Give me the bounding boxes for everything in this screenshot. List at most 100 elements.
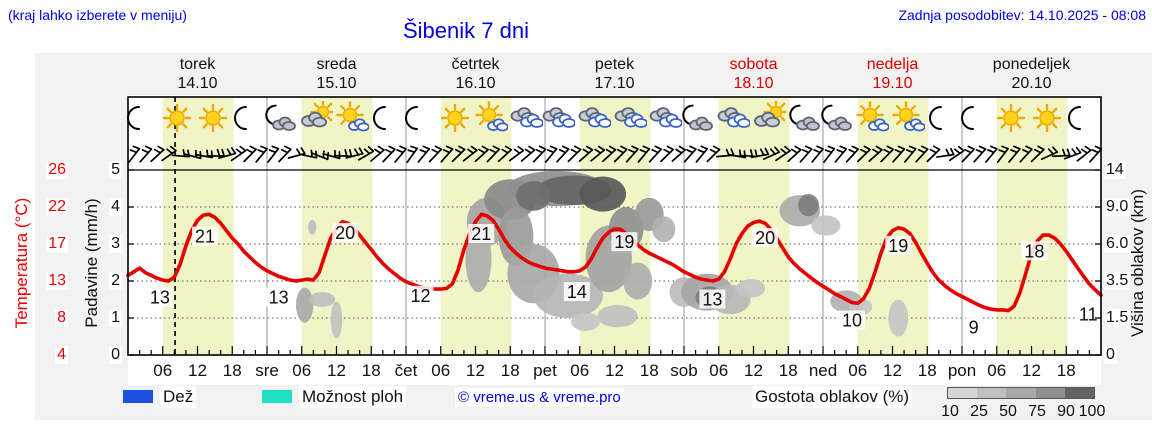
showers-legend-label: Možnost ploh (299, 386, 407, 408)
moon-icon (926, 101, 960, 135)
day-date: 15.10 (316, 75, 357, 92)
temperature-tick: 22 (46, 198, 68, 216)
wind-barb (799, 145, 813, 163)
wind-barb (1051, 148, 1071, 158)
temperature-tick: 4 (55, 346, 68, 364)
time-label: 06 (709, 361, 728, 380)
time-label: 06 (848, 361, 867, 380)
location-hint: (kraj lahko izberete v meniju) (8, 7, 187, 23)
credit-link[interactable]: © vreme.us & vreme.pro (455, 388, 624, 407)
wind-barb (394, 145, 407, 163)
header-band (35, 53, 1152, 95)
wind-barb (868, 145, 883, 162)
wind-barb (961, 145, 975, 163)
temp-label-chip (563, 282, 590, 302)
wind-barb (544, 145, 558, 163)
wind-barb (985, 145, 998, 163)
wind-barb (128, 145, 141, 163)
day-abbr-label: sob (670, 361, 697, 380)
sun-icon (994, 101, 1028, 135)
wind-barb (206, 148, 225, 157)
cloud-blob (888, 299, 909, 337)
cloud-icon (648, 101, 684, 135)
day-name: ponedeljek (992, 56, 1071, 73)
day-name: torek (179, 56, 216, 73)
wind-barb (973, 145, 987, 163)
temperature-tick: 8 (55, 309, 68, 327)
wind-barb (255, 145, 268, 163)
wind-barb (1008, 145, 1021, 163)
wind-barb (567, 145, 582, 163)
precip-tick: 4 (109, 198, 122, 216)
cloud-blob (295, 287, 314, 323)
wind-barb (161, 145, 177, 162)
wind-barb (613, 145, 628, 163)
wind-barb (660, 145, 675, 163)
day-name: nedelja (866, 56, 919, 73)
wind-barb (508, 145, 525, 162)
wind-barb (150, 145, 165, 163)
day-date: 18.10 (733, 75, 774, 92)
time-label: 12 (466, 361, 485, 380)
temp-label-chip (192, 226, 219, 246)
wind-barb (590, 145, 606, 162)
time-label: 12 (1022, 361, 1041, 380)
day-abbr-label: pon (948, 361, 976, 380)
moon-icon (370, 101, 404, 135)
wind-barb (267, 145, 280, 163)
day-date: 14.10 (177, 75, 218, 92)
temp-label-chip (265, 287, 292, 307)
day-header-sreda: sreda 15.10 (267, 55, 406, 93)
last-update-text: Zadnja posodobitev: 14.10.2025 - 08:08 (898, 7, 1146, 23)
wind-barb (834, 145, 848, 163)
wind-barb (671, 145, 686, 162)
temp-point-label: 9 (969, 317, 979, 337)
temp-label-chip (146, 287, 173, 307)
temp-point-label: 19 (888, 236, 908, 256)
cloud-icon (577, 101, 612, 135)
temp-point-label: 10 (842, 311, 862, 331)
cloud-height-tick: 6.0 (1104, 235, 1131, 253)
day-name: sreda (316, 56, 357, 73)
time-label: 12 (188, 361, 207, 380)
wind-barb (278, 145, 292, 163)
cloud-density-label: Gostota oblakov (%) (752, 386, 913, 408)
wind-barb (706, 145, 721, 163)
wind-barb (520, 145, 536, 162)
cloud-icon (613, 101, 648, 135)
wind-barb (936, 147, 955, 158)
day-abbr-label: čet (395, 361, 418, 380)
wind-barb (357, 146, 375, 161)
day-abbr-label: pet (533, 361, 557, 380)
temp-point-label: 21 (471, 224, 491, 244)
moon-icon (958, 101, 992, 135)
precip-tick: 1 (109, 309, 122, 327)
wind-barb-row (128, 145, 1103, 164)
time-label: 18 (223, 361, 242, 380)
density-segment (1064, 388, 1095, 398)
density-segment (1035, 388, 1065, 398)
sun-cloud-icon (891, 101, 926, 135)
cloud-blob (579, 176, 627, 212)
temp-label-chip (838, 310, 865, 330)
time-label: 06 (987, 361, 1006, 380)
moon-cloud-icon (819, 101, 853, 135)
day-header-torek: torek 14.10 (128, 55, 267, 93)
day-abbr-label: ned (809, 361, 837, 380)
wind-barb (474, 145, 489, 163)
moon-cloud-icon (787, 101, 821, 135)
sun-cloud-icon (335, 101, 370, 135)
wind-barb (428, 145, 443, 163)
temperature-curve (126, 212, 1103, 313)
wind-barb (904, 145, 917, 163)
cloud-height-tick: 1.5 (1104, 309, 1131, 327)
temp-label-chip (885, 235, 912, 255)
time-label: 12 (883, 361, 902, 380)
wind-barb (1063, 146, 1082, 160)
density-tick-label: 100 (1078, 403, 1106, 420)
wind-barb (532, 145, 547, 163)
temp-point-label: 20 (335, 223, 355, 243)
temp-label-chip (611, 232, 638, 252)
